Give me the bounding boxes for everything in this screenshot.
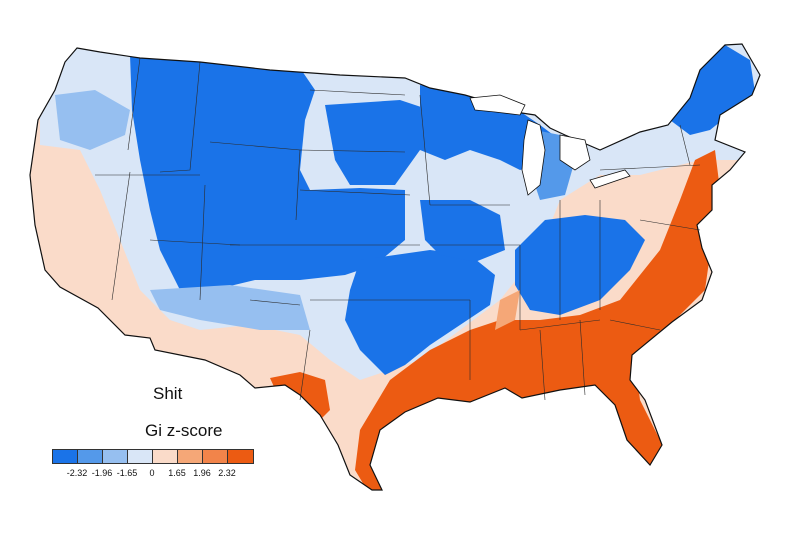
blue-plains xyxy=(345,250,495,375)
mid-orange-fringe xyxy=(495,290,520,330)
blue-ohio-valley xyxy=(515,215,645,315)
legend-tick-label: -2.32 xyxy=(66,468,88,478)
state-borders xyxy=(95,57,701,401)
map-title: Shit xyxy=(153,384,183,403)
legend-tick-label: -1.65 xyxy=(116,468,138,478)
us-outline xyxy=(29,43,761,491)
legend-tick-label: -1.96 xyxy=(91,468,113,478)
legend-swatch-3 xyxy=(128,450,153,463)
legend-tick-label: 1.96 xyxy=(193,468,211,478)
legend-ticks: -2.32 -1.96 -1.65 0 1.65 1.96 2.32 xyxy=(52,468,257,482)
lake-erie xyxy=(589,169,631,189)
light-blue-northwest xyxy=(55,90,130,150)
orange-southeast xyxy=(355,150,720,490)
blue-new-england xyxy=(670,45,755,135)
legend-swatch-2 xyxy=(103,450,128,463)
legend-swatch-4 xyxy=(153,450,178,463)
legend-swatch-5 xyxy=(178,450,203,463)
blue-iowa-missouri xyxy=(420,200,505,262)
legend-swatch-6 xyxy=(203,450,228,463)
legend-tick-label: 2.32 xyxy=(218,468,236,478)
legend-color-bar xyxy=(52,449,254,464)
blue-dakotas xyxy=(325,100,430,185)
legend-swatch-0 xyxy=(53,450,78,463)
legend-title: Gi z-score xyxy=(145,421,223,440)
lake-superior xyxy=(469,94,526,116)
blue-mountain-west xyxy=(130,55,405,292)
lake-huron xyxy=(559,134,591,171)
legend-swatch-1 xyxy=(78,450,103,463)
legend-swatch-7 xyxy=(228,450,253,463)
lightblue-southwest xyxy=(150,285,310,330)
legend-tick-label: 0 xyxy=(149,468,155,478)
legend-tick-label: 1.65 xyxy=(168,468,186,478)
lake-michigan xyxy=(521,119,546,196)
